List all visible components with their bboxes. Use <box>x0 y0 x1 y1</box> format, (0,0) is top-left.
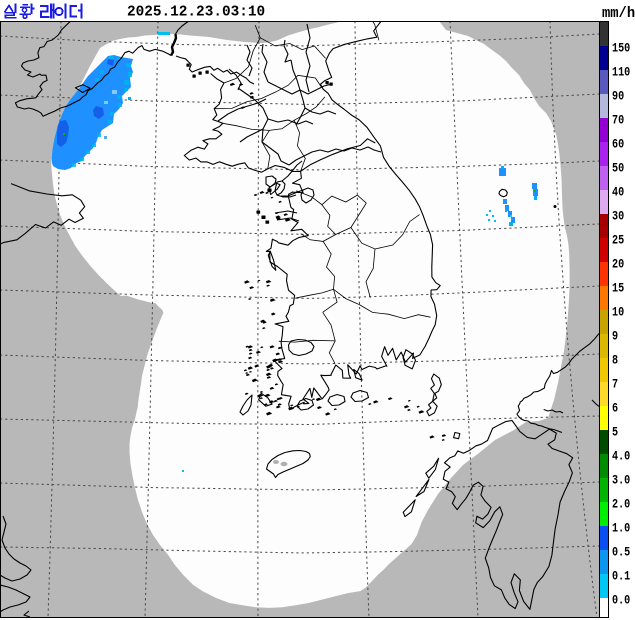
svg-text:8: 8 <box>612 353 618 367</box>
svg-text:15: 15 <box>612 281 624 295</box>
svg-text:60: 60 <box>612 137 624 151</box>
svg-text:30: 30 <box>612 209 624 223</box>
svg-text:3.0: 3.0 <box>612 473 630 487</box>
svg-text:9: 9 <box>612 329 618 343</box>
svg-text:150: 150 <box>612 41 630 55</box>
svg-text:2.0: 2.0 <box>612 497 630 511</box>
svg-text:5: 5 <box>612 425 618 439</box>
svg-text:40: 40 <box>612 185 624 199</box>
svg-text:2025.12.23.03:10: 2025.12.23.03:10 <box>127 4 265 20</box>
svg-text:90: 90 <box>612 89 624 103</box>
svg-text:0.1: 0.1 <box>612 569 630 583</box>
svg-text:25: 25 <box>612 233 624 247</box>
svg-text:10: 10 <box>612 305 624 319</box>
svg-text:70: 70 <box>612 113 624 127</box>
svg-text:20: 20 <box>612 257 624 271</box>
svg-text:0.5: 0.5 <box>612 545 630 559</box>
svg-text:4.0: 4.0 <box>612 449 630 463</box>
svg-text:110: 110 <box>612 65 630 79</box>
svg-text:6: 6 <box>612 401 618 415</box>
svg-text:50: 50 <box>612 161 624 175</box>
svg-text:1.0: 1.0 <box>612 521 630 535</box>
svg-text:mm/h: mm/h <box>602 6 635 23</box>
svg-text:7: 7 <box>612 377 618 391</box>
svg-text:0.0: 0.0 <box>612 593 630 607</box>
